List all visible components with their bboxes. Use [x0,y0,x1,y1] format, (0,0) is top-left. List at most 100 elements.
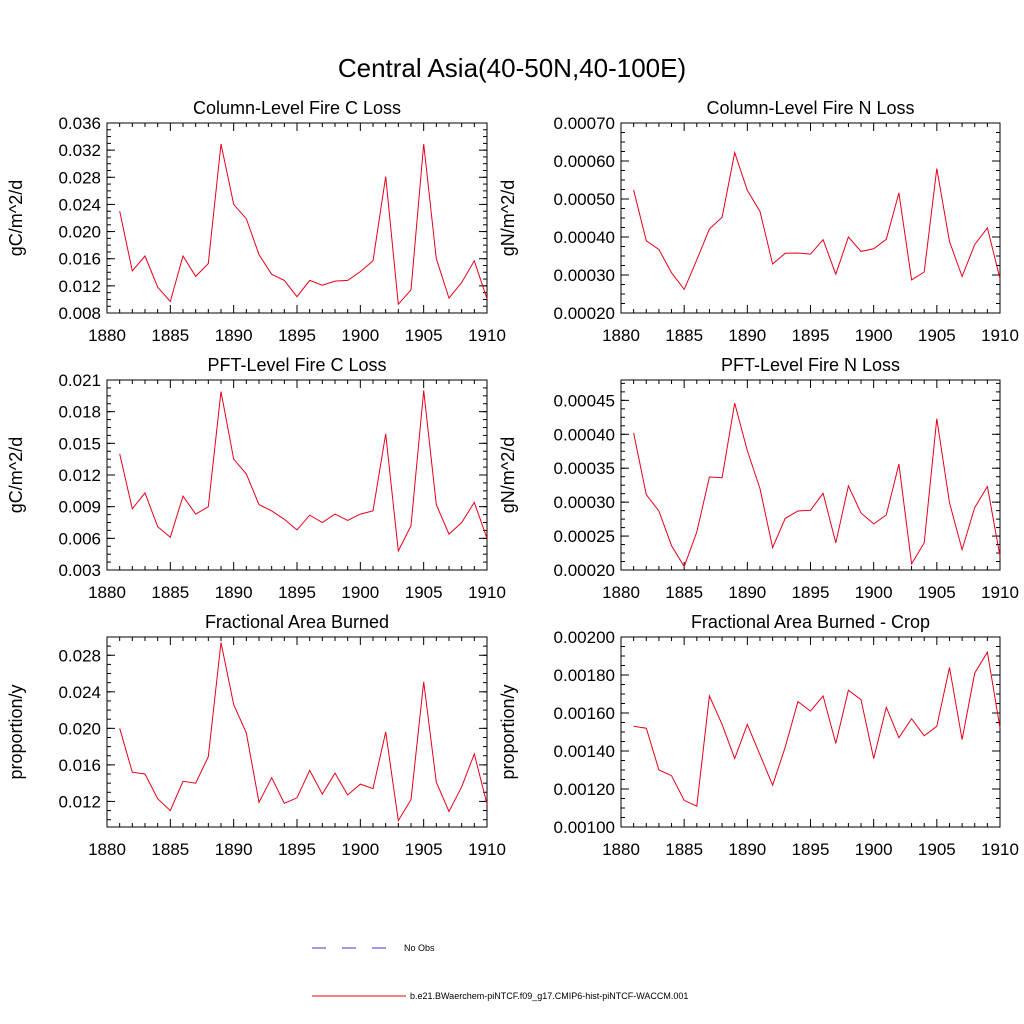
y-tick-label: 0.00200 [554,628,615,647]
x-tick-label: 1895 [278,840,316,859]
y-tick-label: 0.00045 [554,391,615,410]
panel-title: PFT-Level Fire C Loss [207,355,386,375]
y-tick-label: 0.024 [58,683,101,702]
x-tick-label: 1880 [88,326,126,345]
y-tick-label: 0.020 [58,223,101,242]
y-tick-label: 0.012 [58,466,101,485]
legend-label-model: b.e21.BWaerchem-piNTCF.f09_g17.CMIP6-his… [410,991,688,1001]
y-tick-label: 0.020 [58,719,101,738]
x-tick-label: 1900 [855,326,893,345]
x-tick-label: 1910 [468,840,506,859]
x-tick-label: 1890 [728,840,766,859]
series-line [633,402,1001,568]
x-tick-label: 1885 [665,840,703,859]
y-tick-label: 0.00035 [554,459,615,478]
series-line [633,150,1001,291]
x-tick-label: 1885 [665,583,703,602]
x-tick-label: 1905 [405,840,443,859]
x-tick-label: 1900 [341,583,379,602]
x-tick-label: 1900 [855,840,893,859]
y-tick-label: 0.021 [58,371,101,390]
panel-title: PFT-Level Fire N Loss [721,355,900,375]
y-axis-label: proportion/y [6,684,26,779]
y-tick-label: 0.00025 [554,527,615,546]
panel-fractional-area-burned-crop: 1880 1885 1890 1895 1900 1905 1910 0.00100 0.001… [498,612,1019,859]
y-axis-label: proportion/y [498,684,518,779]
x-tick-label: 1905 [918,583,956,602]
series-line [119,143,488,306]
y-tick-label: 0.00180 [554,666,615,685]
legend: No Obs b.e21.BWaerchem-piNTCF.f09_g17.CM… [312,943,688,1001]
x-tick-label: 1880 [88,840,126,859]
panel-title: Column-Level Fire N Loss [706,98,914,118]
y-tick-label: 0.024 [58,195,101,214]
x-tick-label: 1895 [792,840,830,859]
x-tick-label: 1910 [981,840,1019,859]
x-tick-label: 1890 [215,583,253,602]
y-tick-label: 0.00140 [554,742,615,761]
x-tick-label: 1910 [468,326,506,345]
x-tick-label: 1880 [602,583,640,602]
y-tick-label: 0.032 [58,141,101,160]
panel-pft-fire-c-loss: 1880 1885 1890 1895 1900 1905 1910 0.003 0.006 0.… [6,355,506,602]
y-axis-label: gC/m^2/d [6,437,26,513]
x-tick-label: 1895 [792,583,830,602]
x-tick-label: 1910 [981,583,1019,602]
legend-label-no-obs: No Obs [404,943,435,953]
x-tick-label: 1885 [151,840,189,859]
x-tick-label: 1905 [918,326,956,345]
series-line [119,642,488,823]
series-line [119,390,488,553]
series-line [633,650,1001,807]
x-tick-label: 1890 [215,326,253,345]
y-tick-label: 0.00160 [554,704,615,723]
panel-fractional-area-burned: 1880 1885 1890 1895 1900 1905 1910 0.012 0.016 0.… [6,612,506,859]
y-tick-label: 0.006 [58,529,101,548]
x-tick-label: 1890 [215,840,253,859]
x-tick-label: 1895 [278,326,316,345]
x-tick-label: 1900 [341,326,379,345]
y-tick-label: 0.00070 [554,114,615,133]
y-tick-label: 0.00100 [554,818,615,837]
x-tick-label: 1885 [151,583,189,602]
y-tick-label: 0.015 [58,434,101,453]
x-tick-label: 1900 [341,840,379,859]
y-tick-label: 0.00120 [554,780,615,799]
panel-title: Fractional Area Burned - Crop [691,612,930,632]
y-tick-label: 0.028 [58,168,101,187]
y-tick-label: 0.008 [58,304,101,323]
x-tick-label: 1885 [665,326,703,345]
x-tick-label: 1890 [728,326,766,345]
y-tick-label: 0.016 [58,756,101,775]
x-tick-label: 1895 [792,326,830,345]
x-tick-label: 1895 [278,583,316,602]
x-tick-label: 1910 [468,583,506,602]
x-tick-label: 1905 [405,326,443,345]
x-tick-label: 1880 [602,840,640,859]
y-tick-label: 0.012 [58,792,101,811]
y-tick-label: 0.018 [58,403,101,422]
figure-title: Central Asia(40-50N,40-100E) [338,53,686,83]
x-tick-label: 1880 [602,326,640,345]
y-tick-label: 0.016 [58,250,101,269]
y-axis-label: gN/m^2/d [498,437,518,513]
x-tick-label: 1880 [88,583,126,602]
y-axis-label: gC/m^2/d [6,180,26,256]
panel-column-fire-c-loss: 1880 1885 1890 1895 1900 1905 1910 0.008 0.012 0.… [6,98,506,345]
y-tick-label: 0.00060 [554,152,615,171]
x-tick-label: 1900 [855,583,893,602]
y-tick-label: 0.00020 [554,304,615,323]
y-tick-label: 0.028 [58,646,101,665]
x-tick-label: 1905 [918,840,956,859]
y-tick-label: 0.00040 [554,425,615,444]
x-tick-label: 1890 [728,583,766,602]
y-tick-label: 0.00030 [554,266,615,285]
panel-pft-fire-n-loss: 1880 1885 1890 1895 1900 1905 1910 0.00020 0.000… [498,355,1019,602]
y-tick-label: 0.00020 [554,561,615,580]
x-tick-label: 1885 [151,326,189,345]
y-tick-label: 0.036 [58,114,101,133]
y-tick-label: 0.012 [58,277,101,296]
x-tick-label: 1910 [981,326,1019,345]
y-tick-label: 0.00030 [554,493,615,512]
x-tick-label: 1905 [405,583,443,602]
